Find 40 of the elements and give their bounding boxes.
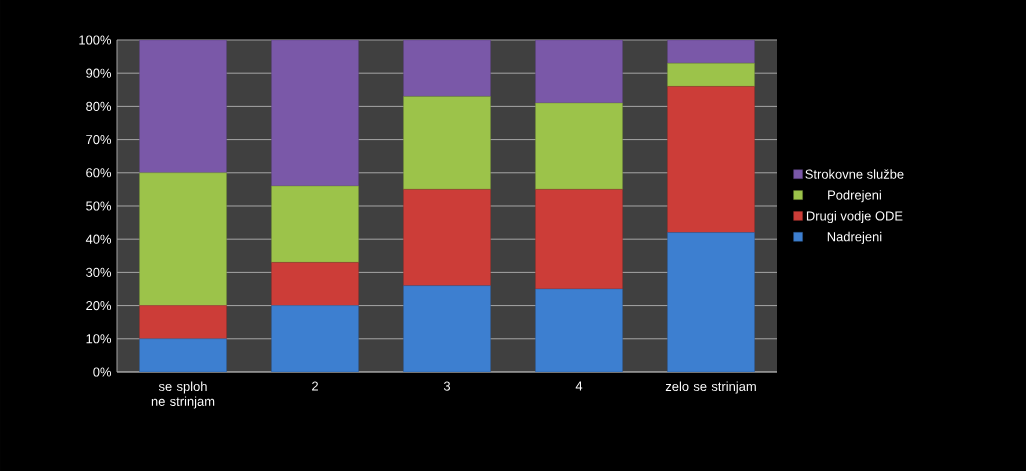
legend-label: Nadrejeni <box>827 231 882 244</box>
bar <box>535 102 623 190</box>
y-tick-label: 30% <box>86 267 112 277</box>
bar <box>535 189 623 290</box>
bar <box>139 172 227 306</box>
legend-label: Drugi vodje ODE <box>806 210 903 224</box>
legend-label: Podrejeni <box>828 190 881 203</box>
y-tick-label: 70% <box>86 135 112 145</box>
x-tick-label: 4 <box>575 381 583 391</box>
y-tick-label: 50% <box>86 201 112 211</box>
bar <box>271 305 359 372</box>
y-tick-label: 10% <box>86 334 112 344</box>
x-tick-label: zelo se strinjam <box>665 381 756 394</box>
bar <box>403 285 491 372</box>
bar <box>667 232 755 372</box>
y-tick-label: 100% <box>79 35 112 45</box>
legend-label: Strokovne službe <box>805 169 904 179</box>
bar <box>667 86 755 233</box>
bar <box>535 288 623 372</box>
bar <box>403 39 491 97</box>
bar <box>535 39 623 104</box>
bar <box>271 185 359 263</box>
bar <box>403 189 491 286</box>
y-tick-label: 20% <box>86 301 112 311</box>
x-tick-label: 3 <box>443 381 451 391</box>
bar <box>667 39 755 64</box>
bar <box>403 96 491 190</box>
x-tick-label: 2 <box>312 381 318 391</box>
y-tick-label: 60% <box>86 168 112 178</box>
y-tick-label: 90% <box>86 68 112 78</box>
x-tick-label: se sploh ne strinjam <box>151 381 215 409</box>
bar <box>271 262 359 306</box>
bar <box>667 63 755 87</box>
bar <box>139 39 227 173</box>
y-tick-label: 0% <box>93 367 112 377</box>
bar <box>271 39 359 187</box>
bar <box>139 305 227 339</box>
y-tick-label: 80% <box>86 101 112 111</box>
y-tick-label: 40% <box>85 234 112 244</box>
bar <box>139 338 227 372</box>
